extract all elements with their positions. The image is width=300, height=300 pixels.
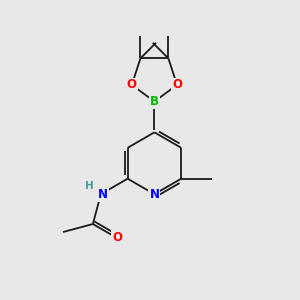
Text: O: O [127,79,137,92]
Text: H: H [85,181,94,191]
Text: O: O [172,79,182,92]
Text: O: O [112,231,122,244]
Text: B: B [150,95,159,108]
Text: N: N [98,188,108,201]
Text: N: N [149,188,159,201]
